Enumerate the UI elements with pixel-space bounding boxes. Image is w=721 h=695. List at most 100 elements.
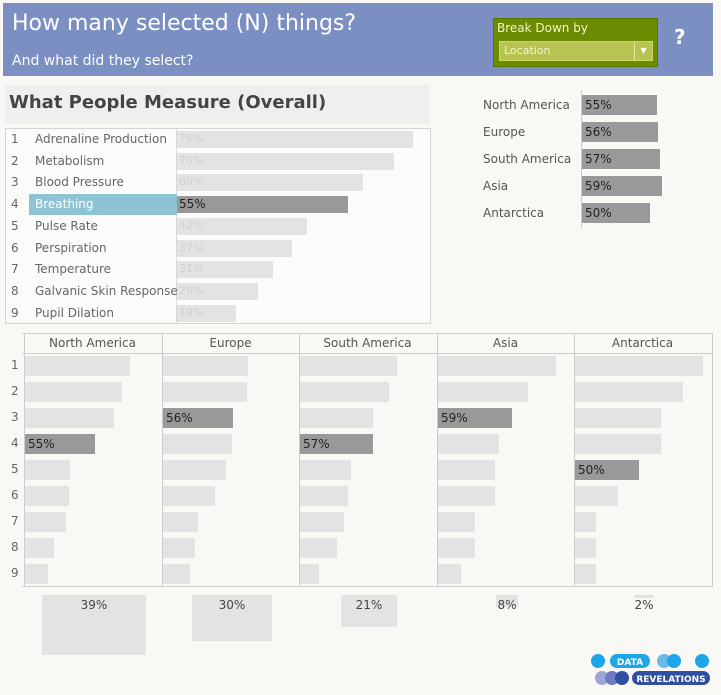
grid-bar[interactable] (575, 434, 662, 454)
grid-bar[interactable] (300, 408, 374, 428)
overall-rank: 8 (11, 283, 19, 298)
overall-row[interactable]: 4 Breathing 55% (6, 194, 430, 216)
overall-category-cell[interactable]: Breathing (29, 194, 177, 216)
grid-bar[interactable] (300, 538, 338, 558)
grid-bar[interactable] (438, 382, 529, 402)
region-bar[interactable]: 59% (582, 176, 663, 196)
grid-bar[interactable] (25, 460, 71, 480)
grid-bar[interactable] (300, 460, 351, 480)
grid-bar[interactable]: 59% (438, 408, 513, 428)
overall-bar[interactable]: 70% (177, 152, 394, 170)
grid-bar[interactable] (25, 538, 55, 558)
grid-bar[interactable] (25, 408, 115, 428)
grid-bar[interactable] (438, 460, 496, 480)
grid-bar[interactable] (300, 486, 348, 506)
overall-row[interactable]: 9 Pupil Dilation 19% (6, 303, 430, 324)
grid-bar[interactable] (438, 356, 557, 376)
grid-bar[interactable] (575, 512, 597, 532)
grid-bar[interactable] (163, 564, 190, 584)
overall-row[interactable]: 8 Galvanic Skin Response 26% (6, 281, 430, 302)
total-bar[interactable] (192, 595, 272, 642)
grid-bar[interactable] (300, 564, 319, 584)
grid-bar[interactable]: 56% (163, 408, 234, 428)
region-bar[interactable]: 56% (582, 122, 659, 142)
total-bar[interactable] (634, 595, 654, 599)
grid-bar[interactable] (163, 486, 215, 506)
overall-category-cell[interactable]: Perspiration (29, 238, 177, 259)
grid-bar[interactable] (575, 564, 597, 584)
overall-bar[interactable]: 42% (177, 217, 308, 235)
overall-row[interactable]: 7 Temperature 31% (6, 259, 430, 280)
grid-bar[interactable]: 55% (25, 434, 96, 454)
total-bar[interactable] (495, 595, 519, 608)
total-bar[interactable] (340, 595, 398, 628)
grid-bar[interactable]: 50% (575, 460, 639, 480)
overall-bar[interactable]: 37% (177, 239, 292, 257)
grid-bar[interactable] (163, 356, 249, 376)
grid-bar[interactable] (300, 382, 390, 402)
grid-bar[interactable] (300, 356, 398, 376)
data-revelations-logo: DATA REVELATIONS (591, 654, 710, 685)
grid-bar[interactable] (25, 356, 131, 376)
overall-bar[interactable]: 26% (177, 282, 258, 300)
overall-category-cell[interactable]: Blood Pressure (29, 172, 177, 193)
grid-rank-label: 2 (11, 384, 19, 398)
grid-bar[interactable] (163, 434, 233, 454)
help-icon[interactable]: ? (674, 25, 686, 49)
overall-row[interactable]: 2 Metabolism 70% (6, 151, 430, 172)
grid-bar[interactable] (163, 512, 198, 532)
grid-bar[interactable] (575, 356, 703, 376)
overall-bar[interactable]: 60% (177, 174, 363, 192)
region-bar-label: 57% (585, 152, 612, 166)
region-row[interactable]: Asia 59% (475, 175, 715, 197)
grid-bar[interactable] (438, 512, 476, 532)
overall-row[interactable]: 1 Adrenaline Production 76% (6, 129, 430, 150)
overall-category-cell[interactable]: Galvanic Skin Response (29, 281, 178, 302)
overall-row[interactable]: 6 Perspiration 37% (6, 238, 430, 259)
grid-bar[interactable]: 57% (300, 434, 374, 454)
grid-bar[interactable] (438, 564, 461, 584)
overall-category-cell[interactable]: Temperature (29, 259, 177, 280)
grid-bar[interactable] (575, 382, 683, 402)
grid-column-label: Asia (492, 336, 519, 350)
grid-bar[interactable] (163, 538, 195, 558)
grid-bar[interactable] (25, 382, 123, 402)
region-row[interactable]: Antarctica 50% (475, 202, 715, 224)
region-bar[interactable]: 57% (582, 149, 660, 169)
chevron-down-icon[interactable]: ▼ (634, 42, 652, 60)
grid-bar[interactable] (25, 564, 48, 584)
grid-line (712, 333, 713, 587)
grid-bar[interactable] (438, 434, 500, 454)
region-row[interactable]: Europe 56% (475, 121, 715, 143)
overall-category-cell[interactable]: Pupil Dilation (29, 303, 177, 324)
grid-bar[interactable] (438, 486, 496, 506)
grid-bar[interactable] (438, 538, 476, 558)
overall-bar[interactable]: 55% (177, 196, 348, 214)
grid-bar[interactable] (163, 460, 226, 480)
grid-bar[interactable] (163, 382, 247, 402)
grid-bar[interactable] (300, 512, 344, 532)
overall-category-cell[interactable]: Metabolism (29, 151, 177, 172)
overall-rank: 2 (11, 153, 19, 168)
overall-category-cell[interactable]: Pulse Rate (29, 216, 177, 237)
overall-rank: 6 (11, 240, 19, 255)
overall-category-cell[interactable]: Adrenaline Production (29, 129, 177, 150)
grid-column-header: North America (24, 333, 161, 353)
grid-bar[interactable] (25, 486, 69, 506)
overall-row[interactable]: 5 Pulse Rate 42% (6, 216, 430, 237)
overall-bar[interactable]: 31% (177, 261, 274, 279)
overall-bar[interactable]: 19% (177, 304, 236, 322)
region-row[interactable]: North America 55% (475, 94, 715, 116)
breakdown-dropdown[interactable]: Location ▼ (499, 41, 653, 61)
grid-bar[interactable] (575, 486, 618, 506)
region-bar[interactable]: 50% (582, 203, 650, 223)
total-bar[interactable] (42, 595, 146, 655)
grid-bar[interactable] (575, 408, 662, 428)
region-row[interactable]: South America 57% (475, 148, 715, 170)
grid-bar[interactable] (575, 538, 597, 558)
grid-bar-label: 55% (28, 437, 55, 451)
grid-bar[interactable] (25, 512, 67, 532)
overall-bar[interactable]: 76% (177, 131, 413, 148)
overall-row[interactable]: 3 Blood Pressure 60% (6, 172, 430, 193)
region-bar[interactable]: 55% (582, 95, 657, 115)
